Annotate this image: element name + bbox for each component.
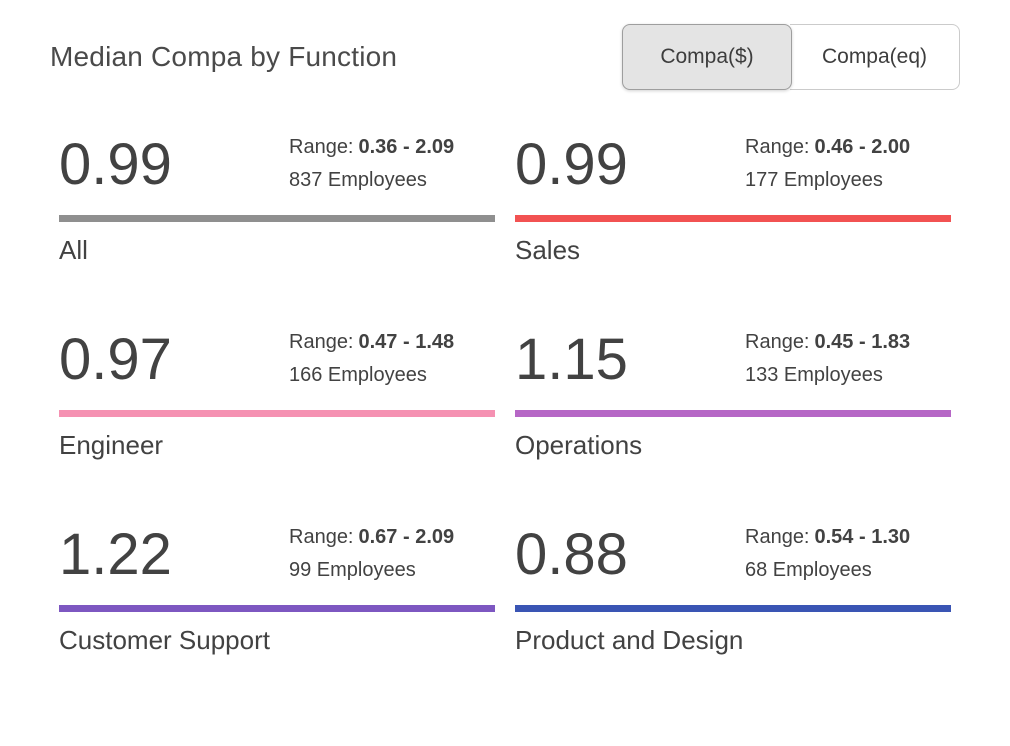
metric-card-operations: 1.15 Range: 0.45 - 1.83 133 Employees Ope… [515, 331, 951, 462]
metric-card-all: 0.99 Range: 0.36 - 2.09 837 Employees All [59, 136, 495, 267]
median-value: 0.99 [515, 132, 628, 197]
metric-card-engineer: 0.97 Range: 0.47 - 1.48 166 Employees Eng… [59, 331, 495, 462]
page-title: Median Compa by Function [50, 41, 398, 72]
median-value: 1.15 [515, 327, 628, 392]
compa-unit-toggle: Compa($) Compa(eq) [622, 24, 960, 90]
category-label: All [59, 235, 88, 265]
employee-count: 99 Employees [289, 559, 416, 581]
range-text: Range: 0.36 - 2.09 [289, 136, 455, 158]
range-text: Range: 0.54 - 1.30 [745, 526, 911, 548]
median-value: 0.97 [59, 327, 172, 392]
metric-card-product-design: 0.88 Range: 0.54 - 1.30 68 Employees Prod… [515, 526, 951, 657]
category-color-bar [515, 605, 951, 612]
toggle-compa-dollar[interactable]: Compa($) [622, 24, 792, 90]
metric-card-customer-support: 1.22 Range: 0.67 - 2.09 99 Employees Cust… [59, 526, 495, 657]
category-label: Product and Design [515, 625, 744, 655]
employee-count: 68 Employees [745, 559, 872, 581]
category-label: Engineer [59, 430, 164, 460]
category-color-bar [515, 215, 951, 222]
category-color-bar [59, 215, 495, 222]
median-value: 0.99 [59, 132, 172, 197]
category-label: Customer Support [59, 625, 270, 655]
median-value: 0.88 [515, 522, 628, 587]
range-text: Range: 0.46 - 2.00 [745, 136, 911, 158]
metric-card-sales: 0.99 Range: 0.46 - 2.00 177 Employees Sal… [515, 136, 951, 267]
category-color-bar [59, 410, 495, 417]
employee-count: 837 Employees [289, 169, 427, 191]
category-label: Operations [515, 430, 643, 460]
metric-card-grid: 0.99 Range: 0.36 - 2.09 837 Employees All… [59, 136, 960, 657]
range-text: Range: 0.67 - 2.09 [289, 526, 455, 548]
category-label: Sales [515, 235, 581, 265]
range-text: Range: 0.47 - 1.48 [289, 331, 455, 353]
category-color-bar [515, 410, 951, 417]
range-text: Range: 0.45 - 1.83 [745, 331, 911, 353]
toggle-compa-eq[interactable]: Compa(eq) [790, 24, 960, 90]
employee-count: 177 Employees [745, 169, 883, 191]
employee-count: 133 Employees [745, 364, 883, 386]
category-color-bar [59, 605, 495, 612]
header: Median Compa by Function Compa($) Compa(… [50, 24, 960, 90]
employee-count: 166 Employees [289, 364, 427, 386]
median-value: 1.22 [59, 522, 172, 587]
